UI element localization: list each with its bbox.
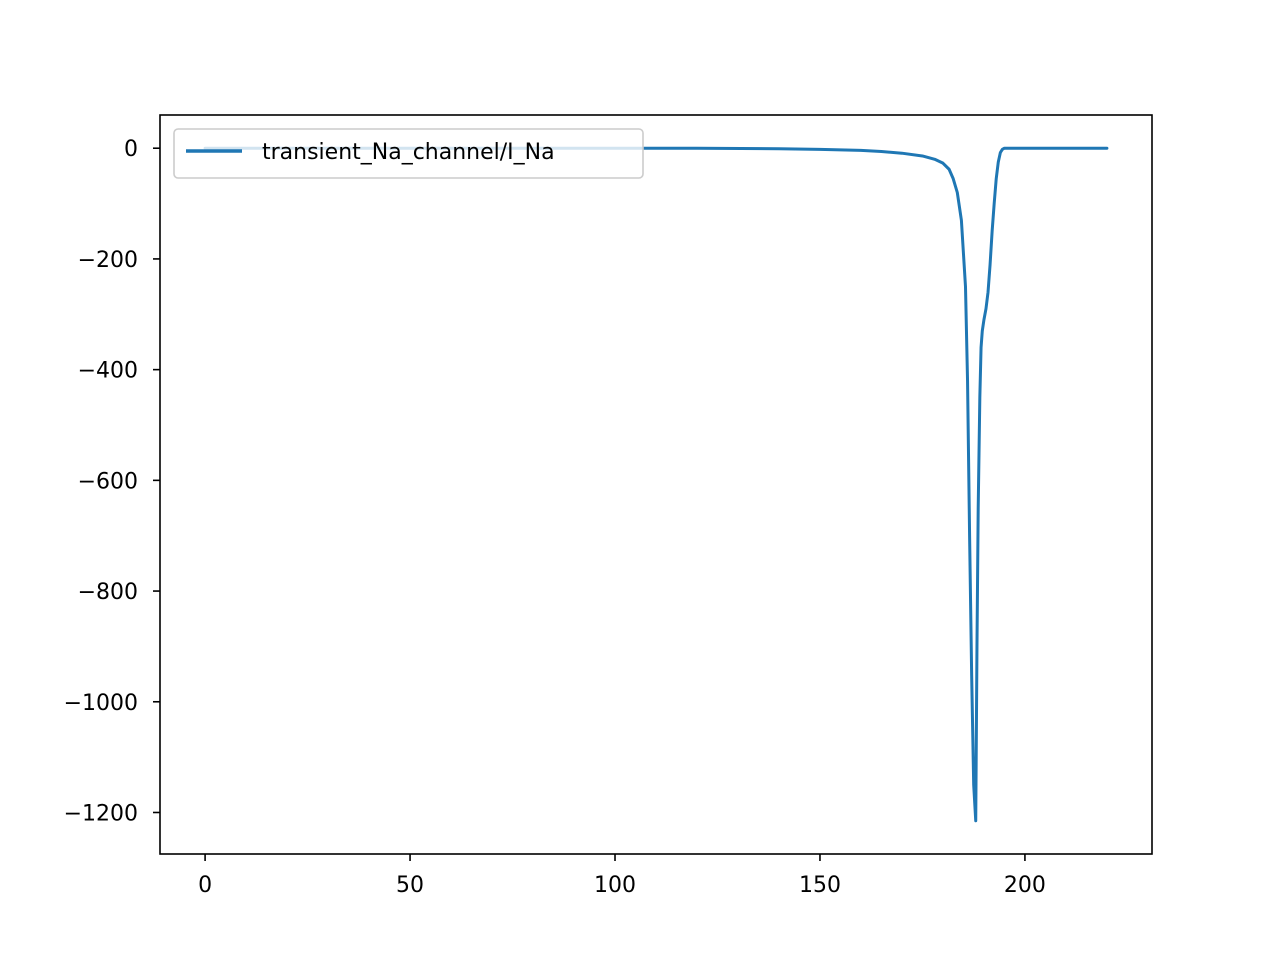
y-tick-label: −600	[78, 469, 138, 494]
y-tick-label: 0	[124, 137, 138, 162]
legend-box	[173, 128, 644, 179]
legend: transient_Na_channel/I_Na	[173, 128, 644, 179]
y-tick-label: −1000	[64, 691, 138, 716]
y-tick-label: −400	[78, 359, 138, 384]
x-tick-label: 50	[396, 873, 424, 898]
x-tick-label: 0	[198, 873, 212, 898]
series-layer	[203, 146, 1109, 823]
series-line-i-na	[203, 146, 1109, 823]
y-tick-label: −800	[78, 580, 138, 605]
legend-label: transient_Na_channel/I_Na	[262, 140, 555, 165]
x-tick-label: 200	[1004, 873, 1046, 898]
x-tick-label: 100	[594, 873, 636, 898]
x-tick-label: 150	[799, 873, 841, 898]
plot-area-frame	[159, 114, 1153, 855]
y-tick-label: −1200	[64, 801, 138, 826]
y-tick-label: −200	[78, 248, 138, 273]
ticks-layer: 0 50 100 150 200 0 −200 −400 −600 −800 −1000 −1200	[64, 137, 1046, 898]
